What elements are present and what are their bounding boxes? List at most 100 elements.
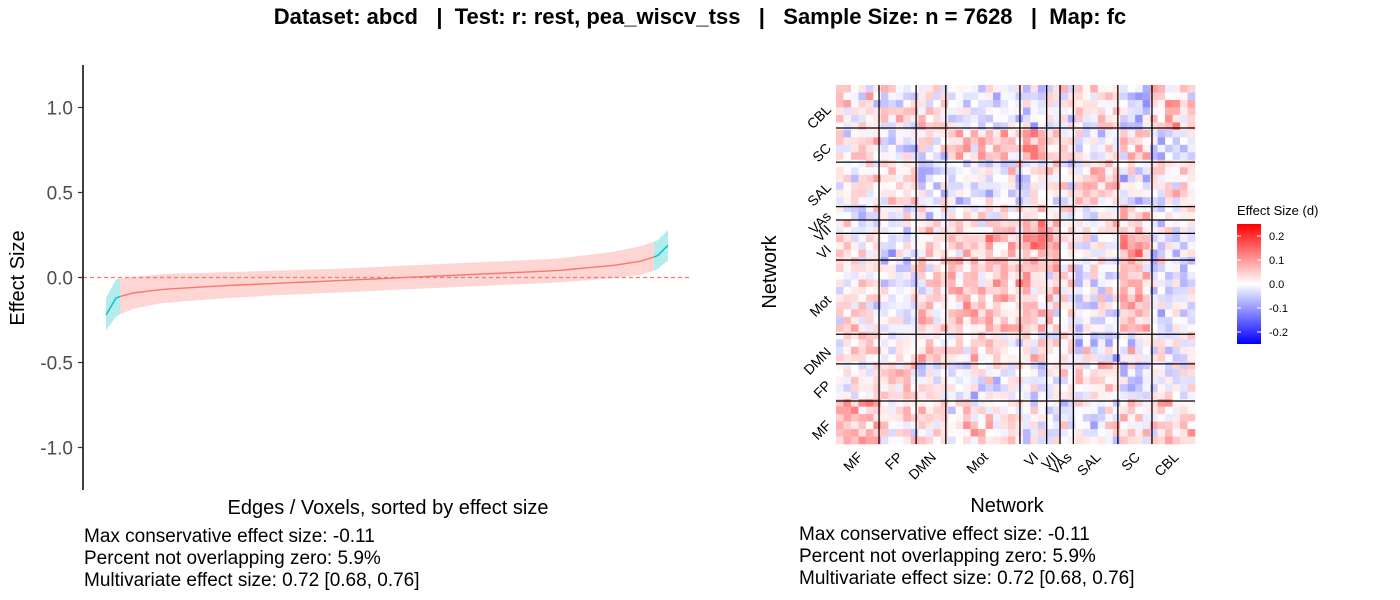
heatmap-cell: [1008, 167, 1016, 176]
heatmap-cell: [1120, 309, 1128, 318]
heatmap-cell: [985, 301, 994, 310]
heatmap-cell: [1075, 286, 1084, 295]
heatmap-cell: [1037, 249, 1046, 258]
heatmap-cell: [1045, 316, 1054, 325]
heatmap-cell: [888, 159, 897, 168]
heatmap-cell: [970, 85, 979, 93]
heatmap-cell: [1082, 107, 1091, 116]
left-summary-max-effect: Max conservative effect size: -0.11: [84, 526, 375, 547]
heatmap-cell: [1187, 197, 1196, 205]
heatmap-cell: [903, 227, 912, 235]
heatmap-cell: [1097, 159, 1106, 168]
heatmap-cell: [1180, 406, 1188, 415]
heatmap-cell: [850, 85, 859, 93]
heatmap-cell: [1075, 85, 1084, 93]
heatmap-cell: [843, 376, 852, 385]
heatmap-cell: [1008, 92, 1016, 101]
heatmap-cell: [1150, 85, 1158, 93]
heatmap-cell: [970, 271, 979, 280]
heatmap-cell: [1067, 204, 1076, 213]
heatmap-cell: [1142, 167, 1151, 176]
heatmap-cell: [850, 144, 859, 153]
heatmap-cell: [1090, 257, 1099, 265]
heatmap-cell: [1000, 249, 1009, 258]
heatmap-cell: [1112, 286, 1121, 295]
heatmap-cell: [1022, 324, 1031, 333]
heatmap-cell: [1037, 339, 1046, 348]
heatmap-cell: [1127, 331, 1136, 340]
heatmap-cell: [1075, 339, 1084, 348]
heatmap-cell: [865, 122, 874, 131]
heatmap-cell: [1060, 369, 1069, 377]
heatmap-cell: [1157, 234, 1166, 243]
heatmap-cell: [978, 219, 986, 228]
heatmap-cell: [1150, 197, 1158, 205]
heatmap-cell: [850, 391, 859, 400]
heatmap-cell: [888, 122, 897, 131]
heatmap-cell: [1060, 324, 1069, 333]
heatmap-cell: [1037, 369, 1046, 377]
heatmap-cell: [925, 286, 934, 295]
heatmap-cell: [1127, 354, 1136, 363]
heatmap-cell: [1127, 301, 1136, 310]
heatmap-cell: [963, 264, 971, 273]
heatmap-cell: [933, 114, 942, 123]
heatmap-cell: [918, 85, 927, 93]
heatmap-cell: [1067, 152, 1076, 161]
heatmap-cell: [978, 212, 986, 220]
heatmap-cell: [1172, 339, 1181, 348]
heatmap-cell: [903, 99, 912, 108]
heatmap-cell: [978, 99, 986, 108]
heatmap-cell: [1030, 227, 1039, 235]
heatmap-cell: [1157, 92, 1166, 101]
heatmap-cell: [985, 144, 994, 153]
heatmap-cell: [836, 182, 844, 191]
heatmap-cell: [918, 361, 927, 370]
heatmap-cell: [873, 316, 882, 325]
heatmap-cell: [858, 85, 867, 93]
heatmap-cell: [1030, 189, 1039, 198]
heatmap-cell: [985, 361, 994, 370]
heatmap-cell: [1112, 264, 1121, 273]
heatmap-cell: [1082, 219, 1091, 228]
heatmap-cell: [1187, 107, 1196, 116]
heatmap-cell: [1052, 219, 1061, 228]
heatmap-cell: [903, 436, 912, 445]
heatmap-cell: [1142, 114, 1151, 123]
heatmap-cell: [910, 219, 919, 228]
heatmap-cell: [910, 324, 919, 333]
heatmap-cell: [1112, 399, 1121, 407]
heatmap-cell: [843, 137, 852, 146]
heatmap-cell: [1165, 331, 1173, 340]
heatmap-cell: [1187, 264, 1196, 273]
heatmap-cell: [888, 99, 897, 108]
heatmap-cell: [1052, 376, 1061, 385]
heatmap-cell: [948, 107, 956, 116]
heatmap-cell: [1052, 286, 1061, 295]
heatmap-cell: [1150, 429, 1158, 437]
heatmap-cell: [1000, 429, 1009, 437]
heatmap-cell: [970, 376, 979, 385]
heatmap-cell: [865, 174, 874, 183]
heatmap-cell: [955, 174, 964, 183]
heatmap-cell: [985, 429, 994, 437]
heatmap-cell: [1022, 204, 1031, 213]
heatmap-cell: [1105, 339, 1114, 348]
heatmap-cell: [948, 144, 956, 153]
heatmap-cell: [1135, 212, 1143, 220]
heatmap-cell: [1045, 85, 1054, 93]
heatmap-cell: [873, 376, 882, 385]
heatmap-cell: [1082, 421, 1091, 430]
heatmap-x-label: FP: [882, 449, 906, 473]
heatmap-cell: [850, 361, 859, 370]
heatmap-cell: [1135, 301, 1143, 310]
heatmap-cell: [918, 182, 927, 191]
heatmap-cell: [1127, 414, 1136, 422]
heatmap-cell: [1045, 436, 1054, 445]
heatmap-cell: [1052, 309, 1061, 318]
heatmap-cell: [1067, 354, 1076, 363]
heatmap-cell: [1180, 421, 1188, 430]
heatmap-cell: [948, 212, 956, 220]
heatmap-cell: [1180, 346, 1188, 355]
heatmap-cell: [1165, 189, 1173, 198]
